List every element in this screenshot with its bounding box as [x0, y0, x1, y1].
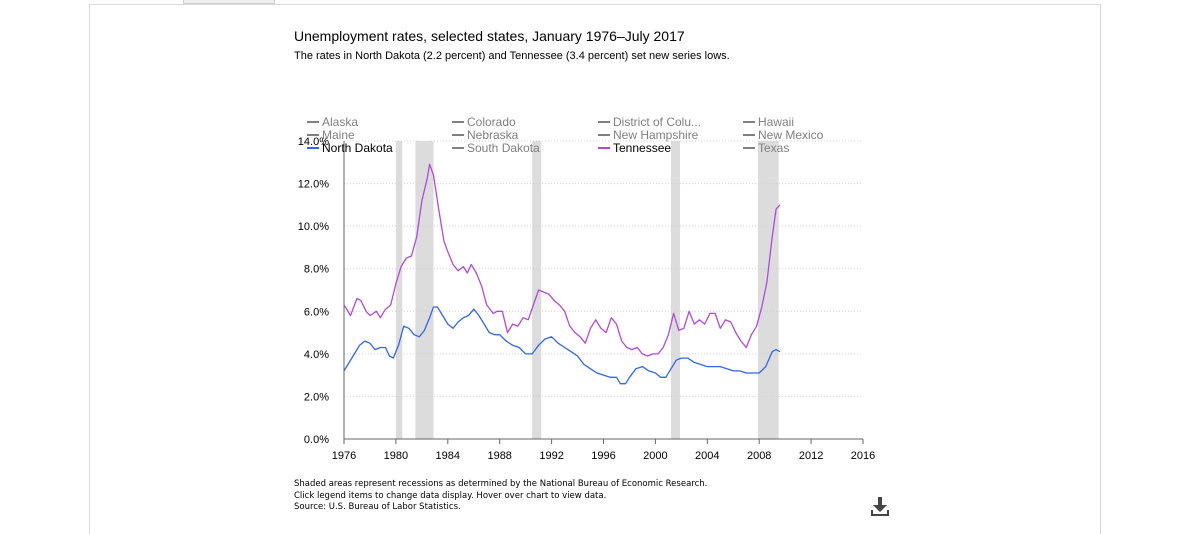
x-tick-label: 2000	[643, 450, 667, 462]
series-lines[interactable]	[343, 163, 781, 385]
legend-item-texas[interactable]: Texas	[743, 141, 789, 155]
legend-item-north-dakota[interactable]: North Dakota	[307, 141, 393, 155]
axes: 0.0% 2.0% 4.0% 6.0% 8.0% 10.0% 12.0% 14.0% 1976 1…	[298, 136, 875, 462]
x-tick-label: 2012	[799, 450, 823, 462]
y-tick-label: 0.0%	[304, 434, 329, 446]
legend-label: New Hampshire	[613, 128, 699, 142]
recession-band-0	[395, 141, 403, 439]
legend-label: South Dakota	[467, 141, 540, 155]
legend-label: New Mexico	[758, 128, 824, 142]
x-tick-label: 1980	[384, 450, 408, 462]
x-tick-label: 1996	[591, 450, 615, 462]
legend-item-district-of-colu[interactable]: District of Colu...	[598, 115, 701, 129]
chart-subtitle: The rates in North Dakota (2.2 percent) …	[294, 50, 730, 62]
legend-label: Hawaii	[758, 115, 794, 129]
note-instructions: Click legend items to change data displa…	[294, 490, 607, 501]
legend-item-tennessee[interactable]: Tennessee	[598, 141, 671, 155]
gridlines	[344, 140, 863, 397]
tab-stub[interactable]	[183, 0, 275, 4]
download-icon	[871, 497, 889, 516]
y-tick-label: 6.0%	[304, 306, 329, 318]
x-tick-label: 1992	[539, 450, 563, 462]
legend[interactable]: Alaska Colorado District of Colu... Hawaii M…	[307, 115, 824, 155]
x-tick-label: 1988	[487, 450, 511, 462]
legend-label: Tennessee	[613, 141, 671, 155]
x-tick-label: 1984	[436, 450, 460, 462]
x-tick-label: 2016	[851, 450, 875, 462]
legend-label: Maine	[322, 128, 355, 142]
legend-item-south-dakota[interactable]: South Dakota	[452, 141, 540, 155]
recession-band-1	[415, 141, 434, 439]
x-tick-label: 1976	[332, 450, 356, 462]
y-tick-label: 2.0%	[304, 391, 329, 403]
download-button[interactable]	[868, 494, 892, 518]
recession-band-4	[757, 141, 779, 439]
note-recessions: Shaded areas represent recessions as det…	[294, 479, 708, 489]
line-chart[interactable]: 0.0% 2.0% 4.0% 6.0% 8.0% 10.0% 12.0% 14.0% 1976 1…	[0, 0, 1192, 520]
chart-notes: Shaded areas represent recessions as det…	[294, 479, 707, 514]
y-tick-label: 10.0%	[298, 221, 329, 233]
legend-item-new-hampshire[interactable]: New Hampshire	[598, 128, 699, 142]
y-tick-label: 8.0%	[304, 264, 329, 276]
legend-label: District of Colu...	[613, 115, 701, 129]
series-line-north-dakota[interactable]	[343, 306, 781, 385]
chart-title: Unemployment rates, selected states, Jan…	[294, 28, 685, 44]
legend-label: North Dakota	[322, 141, 393, 155]
x-tick-label: 2004	[695, 450, 719, 462]
legend-label: Colorado	[467, 115, 516, 129]
note-source: Source: U.S. Bureau of Labor Statistics.	[294, 502, 461, 512]
legend-item-alaska[interactable]: Alaska	[307, 115, 358, 129]
recession-band-2	[532, 141, 542, 439]
legend-item-new-mexico[interactable]: New Mexico	[743, 128, 824, 142]
legend-item-hawaii[interactable]: Hawaii	[743, 115, 794, 129]
y-tick-label: 4.0%	[304, 349, 329, 361]
chart-frame	[89, 4, 1101, 534]
y-tick-label: 12.0%	[298, 179, 329, 191]
legend-item-maine[interactable]: Maine	[307, 128, 355, 142]
recession-band-3	[670, 141, 681, 439]
legend-item-colorado[interactable]: Colorado	[452, 115, 516, 129]
recession-shading	[395, 141, 779, 439]
y-tick-label: 14.0%	[298, 136, 329, 148]
series-line-tennessee[interactable]	[343, 163, 781, 357]
x-tick-label: 2008	[747, 450, 771, 462]
legend-label: Alaska	[322, 115, 358, 129]
legend-label: Nebraska	[467, 128, 519, 142]
legend-label: Texas	[758, 141, 789, 155]
legend-item-nebraska[interactable]: Nebraska	[452, 128, 519, 142]
